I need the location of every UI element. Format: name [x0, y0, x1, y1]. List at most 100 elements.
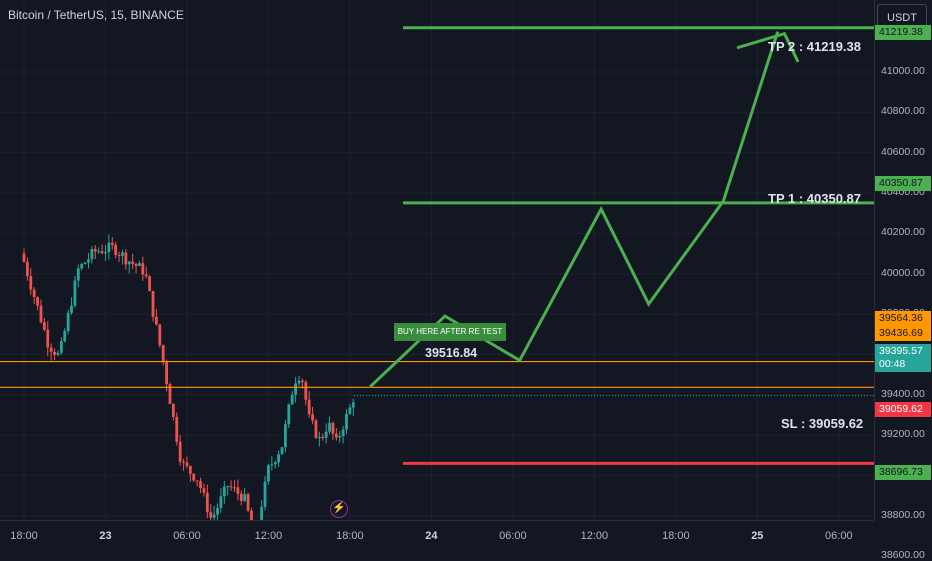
candle-body [144, 274, 148, 277]
candle-body [250, 510, 253, 525]
candle-body [171, 404, 175, 417]
candle-body [243, 494, 247, 501]
price-tick: 39400.00 [881, 387, 925, 400]
candle-body [202, 488, 206, 493]
candle-body [87, 259, 90, 263]
price-tick: 40200.00 [881, 226, 925, 239]
candle-body [280, 447, 284, 455]
candle-body [25, 261, 29, 277]
candle-body [131, 261, 135, 264]
time-tick: 18:00 [10, 530, 38, 542]
candle-body [73, 280, 77, 306]
current-price-value: 39395.57 [879, 345, 923, 357]
time-tick: 06:00 [173, 530, 201, 542]
candle-body [188, 466, 192, 474]
candle-body [324, 431, 328, 438]
price-tick: 38800.00 [881, 508, 925, 521]
buy-retest-label: BUY HERE AFTER RE TEST [394, 323, 506, 341]
candle-body [212, 514, 216, 518]
candle-body [161, 345, 165, 363]
chart-canvas[interactable] [0, 0, 874, 557]
candle-body [277, 454, 281, 463]
candle-body [63, 331, 67, 342]
entry-price-label: 39516.84 [425, 346, 478, 360]
candle-body [114, 244, 118, 256]
candle-body [46, 329, 50, 348]
time-tick: 24 [425, 530, 438, 542]
candle-body [158, 324, 162, 346]
candle-body [341, 429, 345, 437]
candle-body [32, 289, 36, 298]
candle-body [246, 494, 250, 511]
candle-body [219, 496, 223, 508]
chart-area[interactable]: Bitcoin / TetherUS, 15, BINANCE TP 2 : 4… [0, 0, 874, 557]
candle-body [294, 383, 297, 395]
tp2-label: TP 2 : 41219.38 [768, 39, 861, 54]
candle-body [124, 252, 128, 265]
candle-body [239, 493, 243, 501]
candle-body [117, 255, 121, 257]
current-price-badge: 39395.57 00:48 [875, 344, 931, 372]
candle-body [42, 322, 46, 330]
candle-body [314, 420, 318, 438]
candle-body [49, 347, 53, 352]
price-axis[interactable]: 41000.00 40800.00 40600.00 40400.00 40200.00… [874, 0, 932, 561]
candle-body [351, 402, 355, 408]
candle-body [29, 276, 33, 290]
price-tick: 39200.00 [881, 428, 925, 441]
candle-body [328, 422, 331, 432]
candle-body [270, 464, 274, 466]
candle-body [127, 261, 131, 265]
time-axis[interactable]: 18:00 23 06:00 12:00 18:00 24 06:00 12:00 18:00 2… [0, 520, 874, 551]
candle-body [304, 382, 308, 400]
candle-body [192, 473, 196, 481]
candle-body [59, 341, 63, 353]
candle-body [80, 264, 84, 269]
time-tick: 12:00 [254, 530, 283, 542]
candle-body [233, 487, 236, 489]
symbol-title[interactable]: Bitcoin / TetherUS, 15, BINANCE [8, 8, 184, 22]
sl-label: SL : 39059.62 [781, 416, 864, 431]
candle-body [216, 507, 219, 515]
candle-body [287, 404, 291, 425]
candle-body [195, 480, 199, 482]
candle-body [263, 481, 267, 507]
flash-icon[interactable]: ⚡ [330, 500, 348, 518]
candle-body [151, 291, 155, 317]
candle-body [56, 352, 60, 355]
base-price-badge: 38696.73 [875, 465, 931, 480]
candle-body [76, 268, 80, 281]
bar-countdown: 00:48 [879, 358, 906, 370]
price-tick: 40000.00 [881, 266, 925, 279]
time-tick: 25 [751, 530, 764, 542]
candle-body [300, 380, 304, 383]
time-tick: 06:00 [825, 530, 853, 542]
candle-body [97, 251, 101, 253]
candle-body [93, 249, 97, 252]
candle-body [284, 424, 287, 448]
candle-body [175, 416, 179, 442]
candle-body [229, 486, 233, 488]
candle-body [155, 316, 158, 325]
time-tick: 18:00 [662, 530, 690, 542]
time-tick: 06:00 [499, 530, 527, 542]
candle-body [66, 312, 70, 332]
candle-body [36, 297, 39, 306]
candle-body [311, 414, 314, 421]
candle-body [185, 462, 189, 467]
price-tick: 40800.00 [881, 105, 925, 118]
candle-body [209, 512, 213, 518]
candle-body [260, 506, 264, 523]
candle-body [321, 437, 325, 439]
price-tick: 38600.00 [881, 549, 925, 561]
candle-body [307, 399, 311, 415]
resistance-price-badge: 39564.36 [875, 311, 931, 326]
candle-body [100, 251, 104, 254]
candle-body [273, 462, 277, 465]
candle-body [297, 380, 301, 384]
candle-body [348, 407, 352, 414]
time-tick: 18:00 [336, 530, 364, 542]
candle-body [290, 394, 294, 405]
candle-body [141, 263, 145, 275]
candle-body [165, 362, 168, 385]
